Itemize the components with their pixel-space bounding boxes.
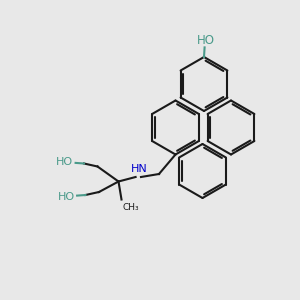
Text: HN: HN	[131, 164, 148, 174]
Text: HO: HO	[196, 34, 214, 46]
Text: CH₃: CH₃	[123, 202, 140, 211]
Text: HO: HO	[56, 157, 74, 167]
Text: HO: HO	[58, 191, 75, 202]
